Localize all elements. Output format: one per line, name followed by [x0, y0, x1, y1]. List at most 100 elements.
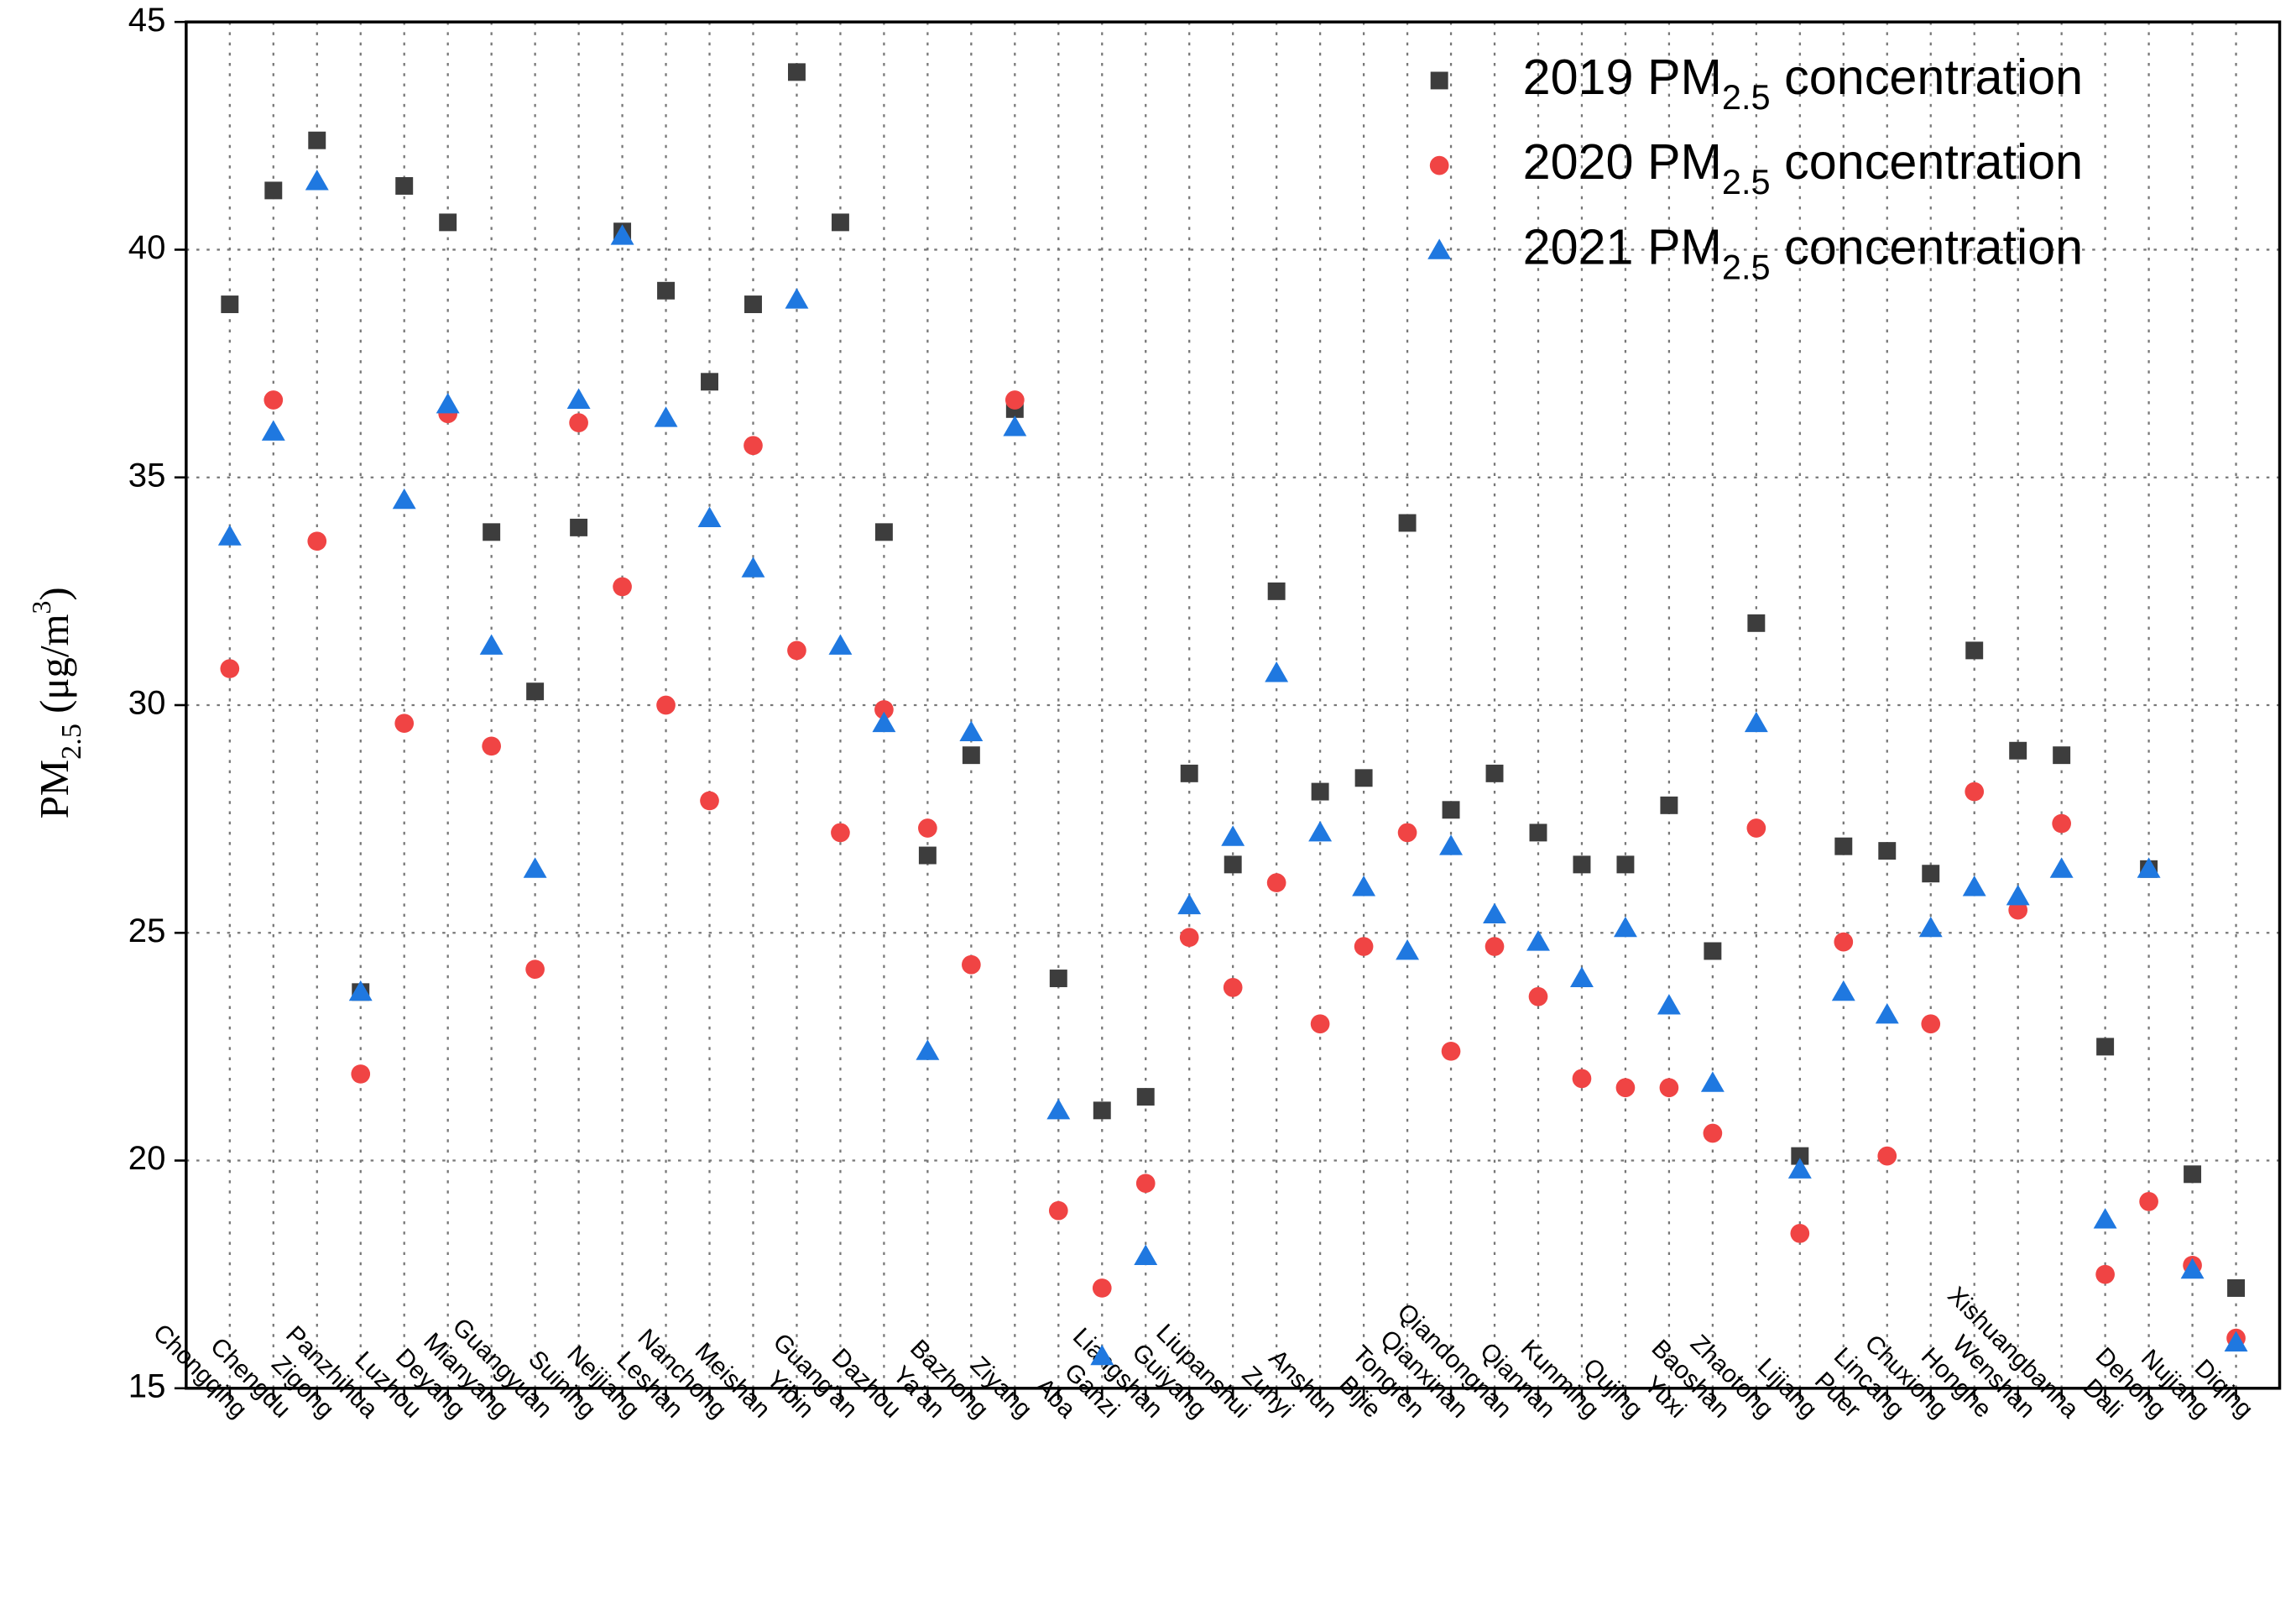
data-point	[1396, 939, 1420, 960]
data-point	[962, 746, 980, 765]
data-point	[831, 213, 849, 232]
data-point	[1223, 978, 1243, 997]
data-point	[700, 791, 719, 811]
data-point	[1657, 994, 1681, 1015]
data-point	[482, 736, 501, 756]
data-point	[436, 392, 460, 414]
data-point	[2049, 857, 2074, 878]
data-point	[1922, 865, 1940, 883]
legend-label: 2020 PM2.5 concentration	[1523, 133, 2084, 202]
data-point	[1965, 641, 1984, 660]
y-axis-label: PM2.5 (μg/m3)	[27, 587, 88, 818]
data-point	[1221, 825, 1245, 846]
data-point	[351, 1064, 371, 1084]
data-point	[395, 177, 414, 195]
data-point	[1704, 942, 1722, 960]
data-point	[918, 846, 937, 865]
data-point	[697, 506, 722, 528]
data-point	[1004, 390, 1025, 410]
data-point	[1311, 782, 1329, 801]
data-point	[1180, 764, 1198, 782]
data-point	[479, 634, 504, 655]
data-point	[1046, 1098, 1071, 1120]
y-tick-label: 15	[128, 1367, 166, 1404]
data-point	[1875, 1002, 1899, 1024]
data-point	[2009, 741, 2027, 760]
y-tick-label: 30	[128, 684, 166, 722]
plot-frame	[185, 20, 2282, 1390]
data-point	[1613, 916, 1637, 938]
data-point	[566, 388, 591, 409]
data-point	[2139, 1192, 2158, 1211]
data-point	[1441, 1041, 1461, 1061]
data-point	[307, 531, 327, 552]
data-point	[2184, 1165, 2202, 1184]
data-point	[1398, 514, 1417, 532]
data-point	[1310, 1014, 1330, 1034]
data-point	[348, 980, 373, 1001]
data-point	[2227, 1278, 2246, 1297]
data-point	[1003, 416, 1027, 437]
data-point	[1572, 1069, 1592, 1089]
data-point	[1790, 1224, 1810, 1243]
y-tick-label: 45	[128, 1, 166, 39]
y-tick-label: 25	[128, 912, 166, 949]
data-point	[1048, 1200, 1068, 1221]
data-point	[1787, 1158, 1812, 1179]
data-point	[959, 720, 984, 742]
data-point	[483, 523, 501, 541]
y-tick-label: 40	[128, 228, 166, 266]
legend-marker	[1427, 238, 1452, 259]
data-point	[1918, 916, 1943, 938]
data-point	[785, 288, 809, 309]
data-point	[1093, 1101, 1111, 1120]
data-point	[1267, 582, 1286, 600]
data-point	[1439, 834, 1464, 855]
data-point	[874, 700, 894, 719]
data-point	[613, 577, 632, 597]
data-point	[264, 181, 283, 200]
y-tick-label: 20	[128, 1139, 166, 1177]
data-point	[654, 406, 678, 427]
data-point	[962, 954, 981, 975]
data-point	[1397, 823, 1417, 843]
data-point	[872, 711, 896, 733]
legend-label: 2019 PM2.5 concentration	[1523, 49, 2084, 118]
data-point	[1135, 1174, 1156, 1194]
data-point	[392, 488, 416, 510]
data-point	[523, 857, 547, 878]
data-point	[1877, 1146, 1897, 1166]
data-point	[1570, 966, 1594, 987]
data-point	[1049, 970, 1067, 987]
legend-marker	[1429, 155, 1449, 175]
data-point	[1354, 769, 1373, 787]
data-point	[1134, 1244, 1158, 1265]
data-point	[264, 390, 284, 410]
data-point	[1965, 782, 1985, 802]
data-point	[2137, 857, 2161, 878]
data-point	[2224, 1331, 2248, 1352]
data-point	[610, 224, 634, 245]
y-tick-label: 35	[128, 456, 166, 494]
data-point	[2052, 813, 2071, 834]
data-point	[439, 213, 457, 232]
data-point	[1265, 661, 1289, 682]
data-point	[787, 640, 806, 661]
data-point	[1485, 764, 1504, 782]
data-point	[570, 518, 588, 536]
data-point	[916, 1039, 940, 1060]
data-point	[657, 281, 676, 300]
data-point	[744, 436, 763, 456]
data-point	[2008, 900, 2028, 920]
data-point	[1834, 932, 1854, 952]
data-point	[1616, 855, 1635, 874]
data-point	[1529, 823, 1547, 842]
data-point	[744, 295, 762, 314]
data-point	[874, 523, 893, 541]
data-point	[305, 170, 329, 191]
data-point	[1615, 1078, 1636, 1098]
data-point	[217, 525, 242, 546]
data-point	[1700, 1071, 1725, 1092]
data-point	[1266, 873, 1286, 892]
